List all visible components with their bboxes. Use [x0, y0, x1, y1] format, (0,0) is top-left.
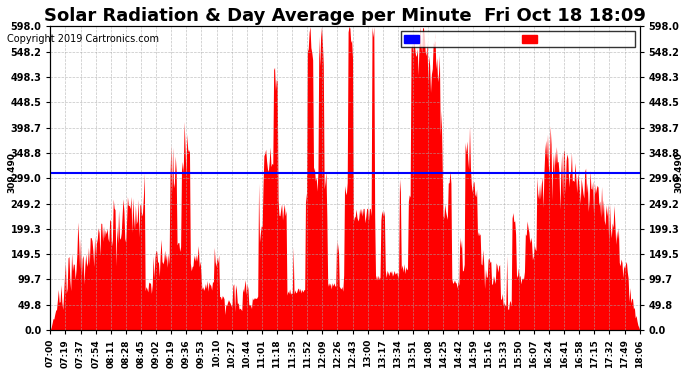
- Legend: Median  (w/m2), Radiation  (w/m2): Median (w/m2), Radiation (w/m2): [401, 32, 635, 47]
- Title: Solar Radiation & Day Average per Minute  Fri Oct 18 18:09: Solar Radiation & Day Average per Minute…: [44, 7, 646, 25]
- Text: 309.490: 309.490: [674, 153, 683, 194]
- Text: 309.490: 309.490: [7, 153, 16, 194]
- Text: Copyright 2019 Cartronics.com: Copyright 2019 Cartronics.com: [7, 34, 159, 44]
